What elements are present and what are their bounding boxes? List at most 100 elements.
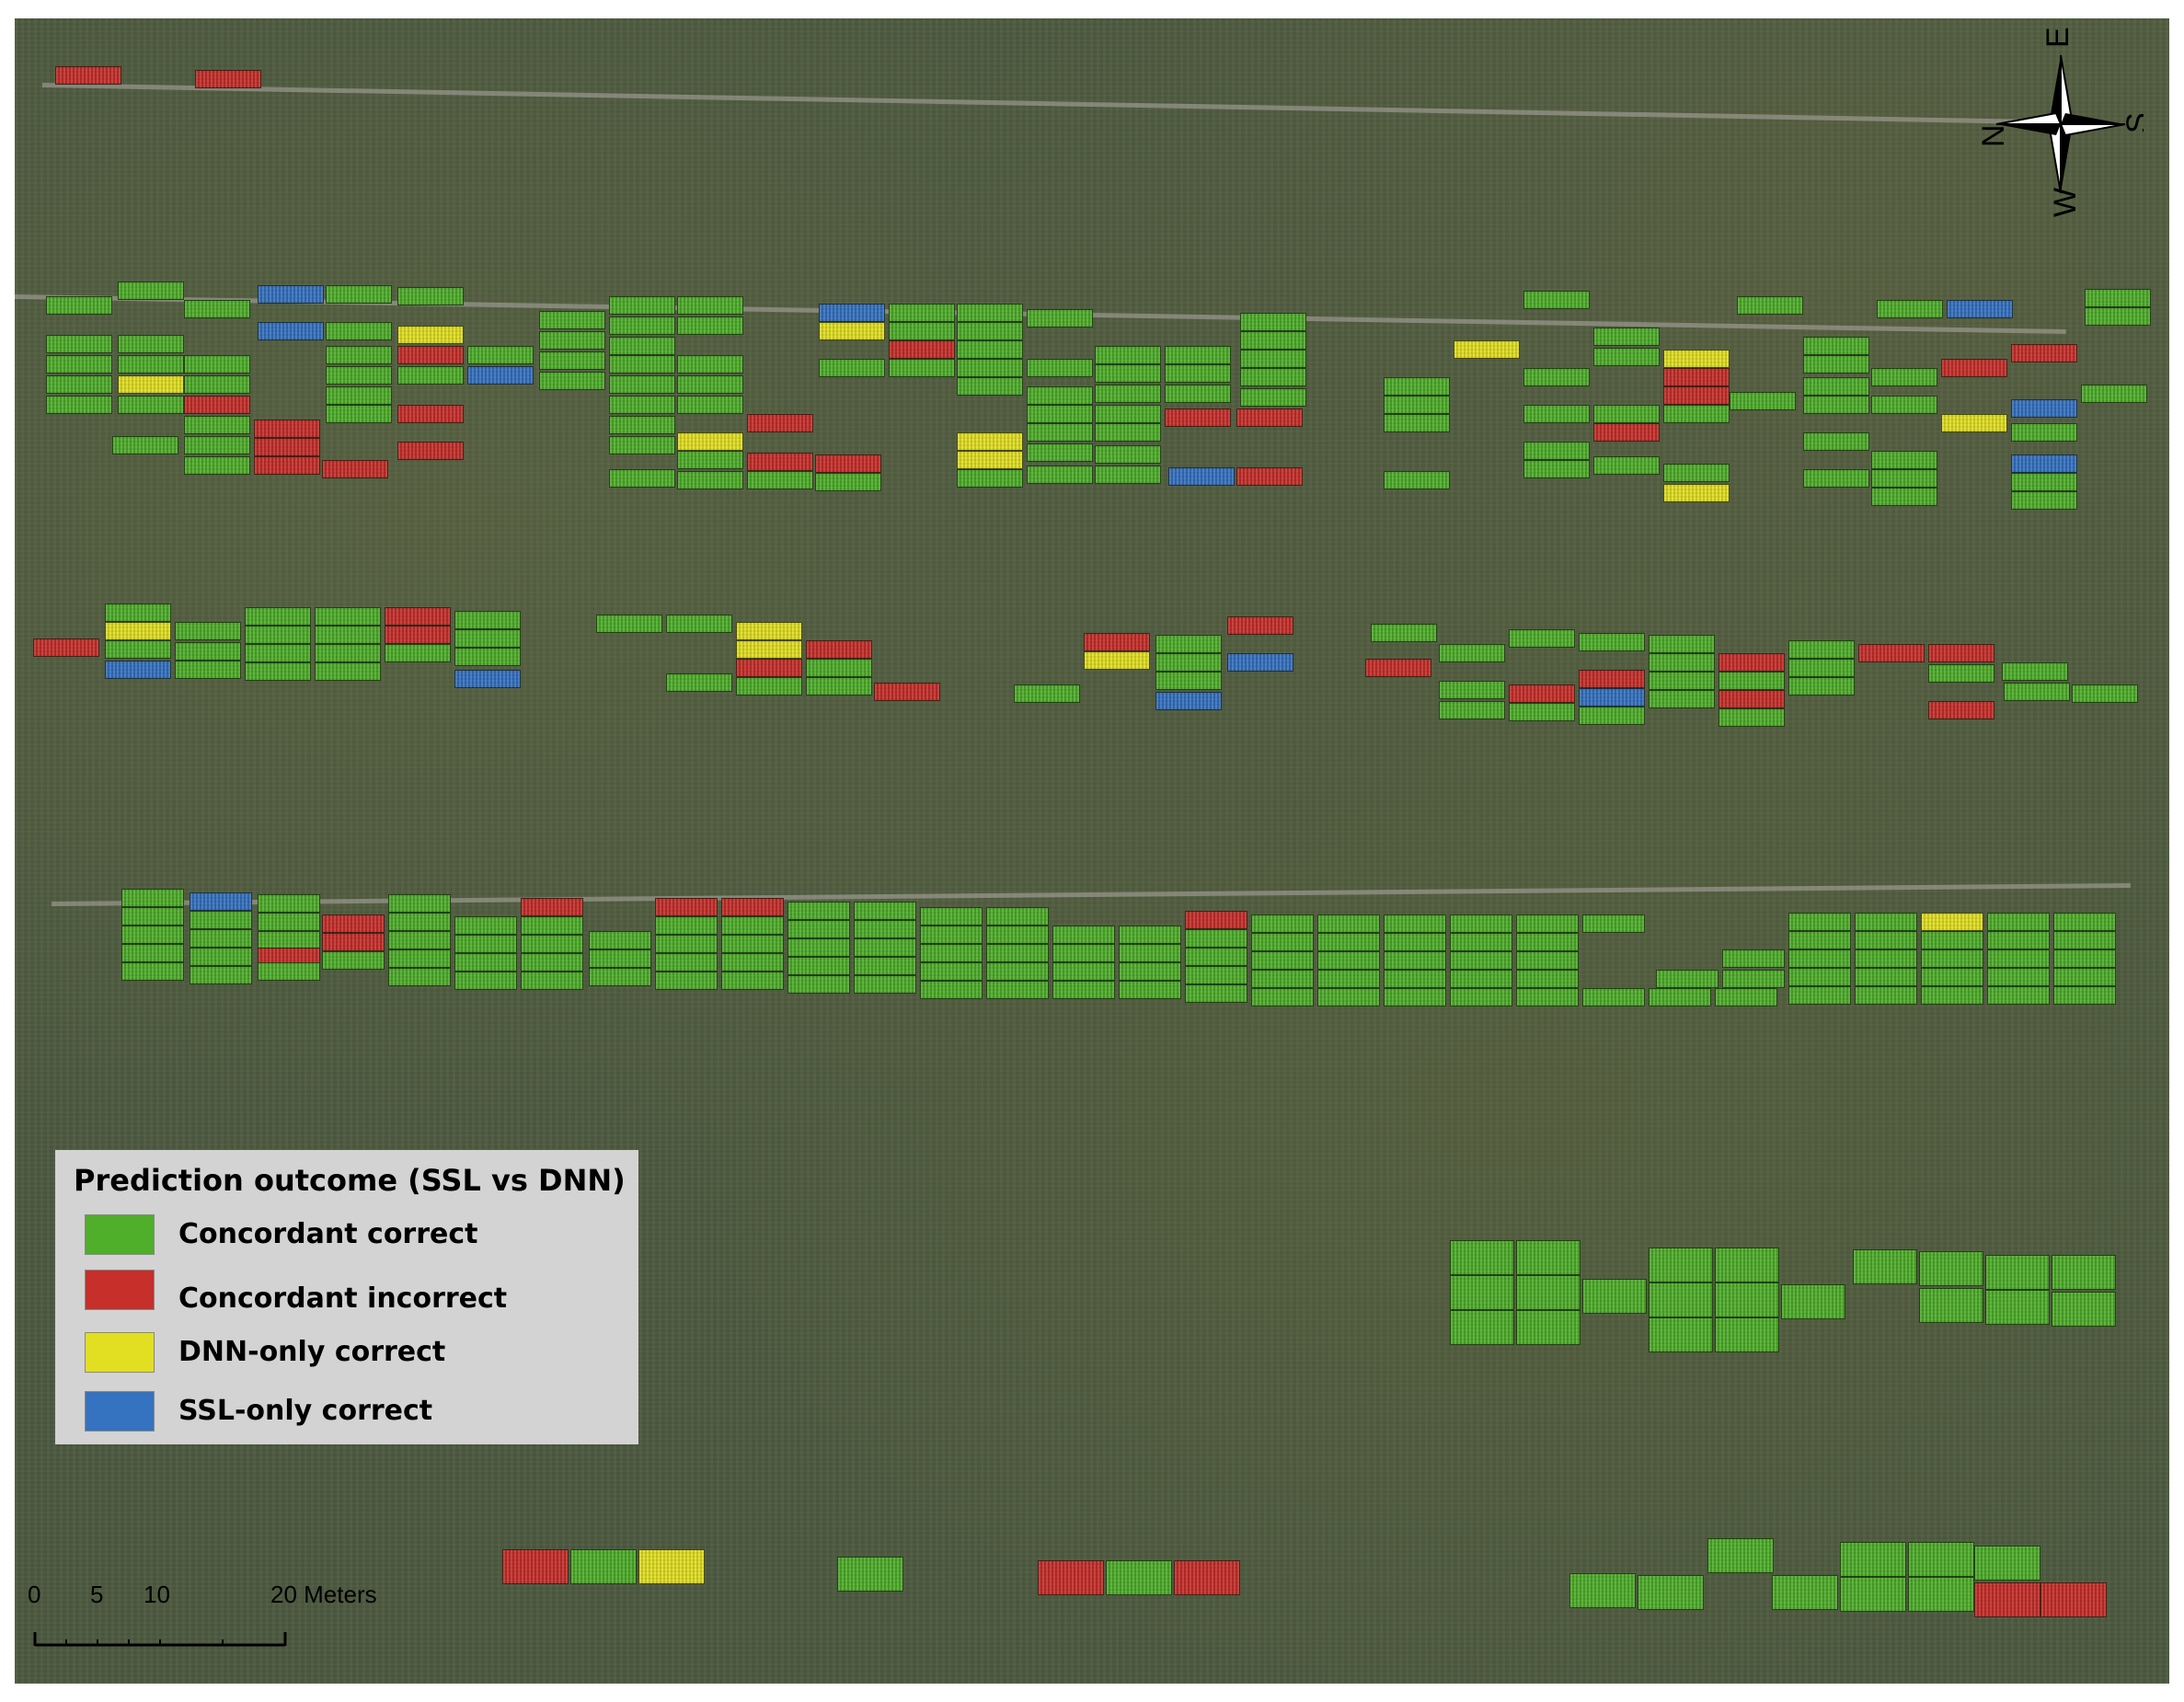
plot-cc — [1450, 914, 1512, 933]
plot-cc — [1788, 986, 1851, 1005]
plot-cc — [1582, 914, 1645, 933]
plot-cc — [1027, 405, 1093, 423]
plot-cc — [326, 405, 392, 423]
plot-cc — [1855, 986, 1917, 1005]
legend-label: DNN-only correct — [178, 1336, 446, 1368]
plot-cc — [2085, 307, 2151, 326]
plot-ci — [385, 626, 451, 644]
plot-cc — [184, 355, 250, 374]
plot-cc — [175, 661, 241, 679]
plot-ci — [655, 898, 718, 916]
plot-cc — [1921, 931, 1983, 949]
plot-ci — [806, 640, 872, 659]
plot-cc — [1251, 933, 1314, 951]
plot-cc — [1095, 405, 1161, 423]
plot-cc — [889, 304, 955, 322]
plot-cc — [1803, 355, 1869, 374]
compass-east: E — [2040, 28, 2075, 48]
plot-cc — [1649, 653, 1715, 672]
plot-cc — [1523, 442, 1590, 460]
plot-ssl — [1579, 688, 1645, 707]
plot-cc — [388, 949, 451, 968]
plot-ci — [747, 453, 813, 471]
plot-cc — [1027, 359, 1093, 377]
plot-cc — [121, 907, 184, 926]
plot-cc — [1987, 968, 2050, 986]
plot-cc — [1450, 1310, 1514, 1345]
plot-cc — [747, 471, 813, 489]
plot-cc — [1921, 968, 1983, 986]
plot-cc — [787, 938, 850, 957]
plot-cc — [1855, 968, 1917, 986]
plot-cc — [920, 926, 983, 944]
plot-cc — [190, 966, 252, 984]
plot-cc — [521, 953, 583, 972]
plot-cc — [721, 916, 784, 935]
plot-cc — [245, 607, 311, 626]
plot-cc — [854, 938, 916, 957]
plot-dnn — [736, 640, 802, 659]
plot-cc — [1052, 981, 1115, 999]
plot-cc — [121, 962, 184, 981]
plot-cc — [1095, 445, 1161, 464]
plot-ssl — [190, 892, 252, 911]
plot-cc — [1987, 986, 2050, 1005]
plot-cc — [190, 948, 252, 966]
plot-cc — [1251, 988, 1314, 1006]
plot-cc — [1593, 328, 1660, 346]
plot-cc — [258, 931, 320, 949]
plot-cc — [1119, 981, 1181, 999]
plot-cc — [1240, 388, 1306, 407]
plot-dnn — [1454, 340, 1520, 359]
plot-cc — [105, 640, 171, 659]
plot-ci — [1663, 368, 1730, 386]
plot-cc — [1855, 931, 1917, 949]
plot-ci — [184, 396, 250, 414]
plot-ci — [815, 454, 881, 473]
plot-cc — [1439, 701, 1505, 719]
plot-cc — [2053, 913, 2116, 931]
plot-dnn — [1663, 350, 1730, 368]
plot-ci — [322, 460, 388, 478]
plot-ssl — [258, 285, 324, 304]
plot-ci — [322, 914, 385, 933]
plot-cc — [454, 648, 521, 666]
plot-cc — [1509, 629, 1575, 648]
plot-cc — [819, 359, 885, 377]
plot-cc — [1788, 949, 1851, 968]
plot-ci — [397, 442, 464, 460]
plot-cc — [1384, 396, 1450, 414]
plot-cc — [1317, 970, 1380, 988]
plot-cc — [184, 416, 250, 434]
plot-cc — [1027, 309, 1093, 328]
plot-cc — [589, 931, 651, 949]
plot-cc — [1317, 951, 1380, 970]
plot-cc — [539, 351, 605, 370]
plot-cc — [245, 626, 311, 644]
plot-cc — [1384, 933, 1446, 951]
plot-cc — [957, 469, 1023, 488]
plot-cc — [1155, 672, 1222, 690]
plot-ssl — [105, 661, 171, 679]
plot-ssl — [467, 366, 534, 385]
plot-ci — [1165, 408, 1231, 427]
plot-cc — [1185, 966, 1247, 984]
plot-cc — [521, 916, 583, 935]
plot-cc — [677, 396, 743, 414]
plot-cc — [1803, 377, 1869, 396]
plot-cc — [1593, 348, 1660, 366]
plot-cc — [1987, 931, 2050, 949]
plot-cc — [1649, 1317, 1713, 1352]
plot-cc — [521, 935, 583, 953]
plot-cc — [815, 473, 881, 491]
plot-ci — [254, 438, 320, 456]
plot-ci — [397, 346, 464, 364]
legend-label: Concordant correct — [178, 1218, 478, 1250]
plot-cc — [1718, 708, 1785, 727]
plot-cc — [655, 935, 718, 953]
plot-cc — [118, 335, 184, 353]
plot-cc — [2053, 949, 2116, 968]
plot-ci — [1593, 423, 1660, 442]
plot-cc — [118, 282, 184, 300]
plot-cc — [2085, 289, 2151, 307]
